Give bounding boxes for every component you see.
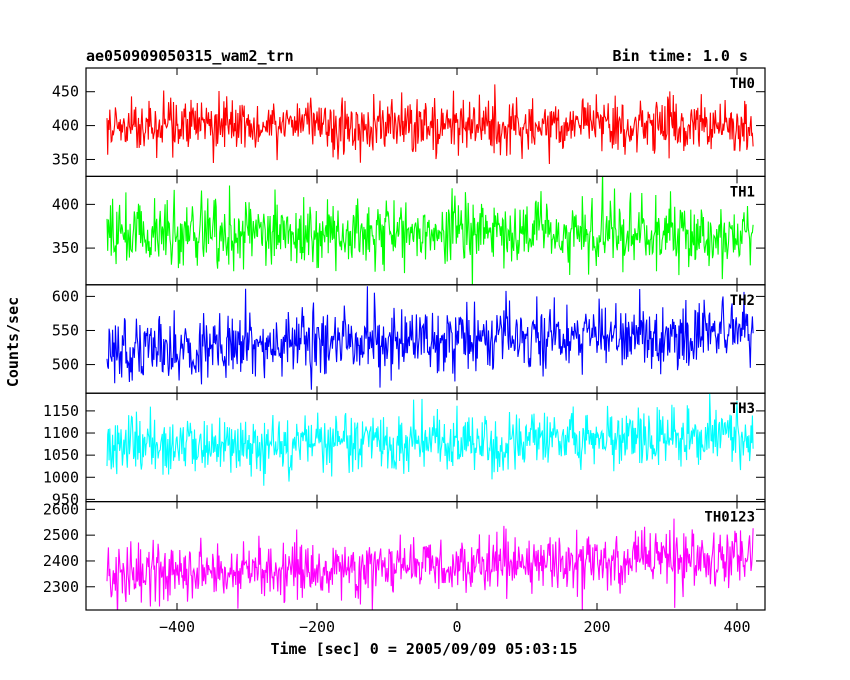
- y-tick-label: 350: [52, 239, 79, 257]
- panel-label-th3: TH3: [730, 401, 755, 417]
- x-axis-title: Time [sec] 0 = 2005/09/09 05:03:15: [270, 640, 577, 658]
- y-tick-label: 2600: [43, 500, 79, 518]
- series-line-th0123: [106, 518, 754, 611]
- y-tick-label: 1150: [43, 402, 79, 420]
- y-tick-label: 2300: [43, 578, 79, 596]
- chart-title: ae050909050315_wam2_trn: [86, 47, 294, 65]
- series-line-th3: [106, 393, 754, 486]
- y-tick-label: 550: [52, 321, 79, 339]
- y-tick-label: 500: [52, 356, 79, 374]
- y-tick-label: 2500: [43, 526, 79, 544]
- series-line-th2: [106, 286, 754, 390]
- y-tick-label: 350: [52, 150, 79, 168]
- panel-frame-th0123: [85, 501, 766, 611]
- y-tick-label: 2400: [43, 552, 79, 570]
- y-tick-label: 950: [52, 490, 79, 508]
- x-tick-label: 0: [452, 618, 461, 636]
- panel-label-th0: TH0: [730, 76, 755, 92]
- y-tick-label: 400: [52, 117, 79, 135]
- panel-frame-th3: [85, 392, 766, 503]
- panel-label-th1: TH1: [730, 184, 755, 200]
- y-tick-label: 1100: [43, 424, 79, 442]
- x-tick-label: 400: [723, 618, 750, 636]
- x-tick-label: −200: [299, 618, 335, 636]
- series-line-th1: [106, 176, 754, 285]
- panel-label-th0123: TH0123: [704, 510, 755, 526]
- y-tick-label: 400: [52, 195, 79, 213]
- panels-group: 350 400 450 TH0 350 400 TH1 500 550 600 TH2 950 1000…: [43, 67, 766, 636]
- x-tick-label: −400: [159, 618, 195, 636]
- y-tick-label: 1000: [43, 468, 79, 486]
- y-tick-label: 600: [52, 287, 79, 305]
- x-tick-label: 200: [583, 618, 610, 636]
- series-line-th0: [106, 84, 754, 165]
- y-tick-label: 450: [52, 83, 79, 101]
- y-axis-title: Counts/sec: [4, 297, 22, 387]
- y-tick-label: 1050: [43, 446, 79, 464]
- bin-time-label: Bin time: 1.0 s: [613, 47, 748, 65]
- panel-label-th2: TH2: [730, 293, 755, 309]
